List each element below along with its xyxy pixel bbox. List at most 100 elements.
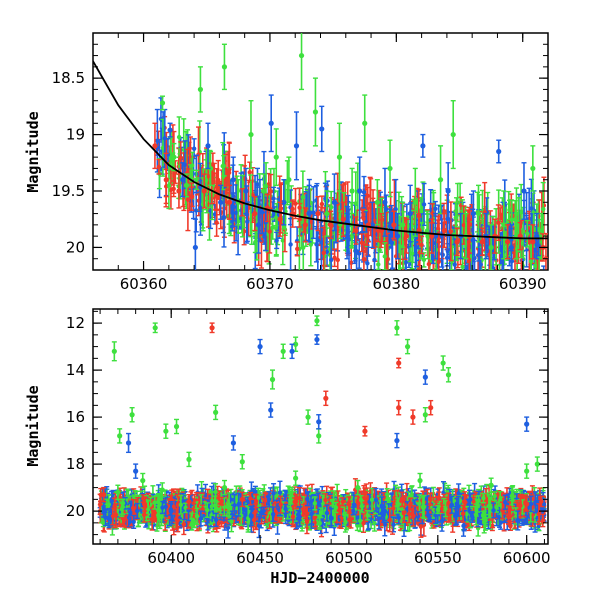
top-series-1-point-5: [230, 156, 236, 203]
top-cloud-point-538-marker: [155, 138, 160, 143]
top-series-2-point-15-marker: [340, 216, 346, 222]
top-cloud-point-593-marker: [448, 229, 454, 234]
top-series-0-point-17-marker: [374, 199, 380, 205]
top-series-1-point-10: [293, 111, 300, 181]
top-series-2-point-3: [188, 182, 195, 211]
top-cloud-point-609-marker: [409, 251, 415, 256]
top-cloud-point-657-marker: [166, 183, 172, 188]
top-cloud-point-678-marker: [525, 231, 530, 236]
top-series-0-point-29: [530, 145, 536, 192]
top-series-0-point-5: [221, 43, 228, 91]
top-series-2-point-26-marker: [479, 239, 485, 245]
top-series-0-point-8-marker: [261, 188, 267, 194]
top-cloud-point-520-marker: [361, 190, 367, 195]
top-cloud-point-664: [274, 231, 280, 250]
top-series-1-point-7: [255, 195, 262, 254]
top-series-2-point-12: [302, 207, 308, 243]
top-cloud-point-523-marker: [315, 237, 321, 243]
top-series-1-point-18: [394, 212, 401, 260]
top-series-1-point-28: [521, 162, 527, 220]
top-series-1-point-16-marker: [369, 222, 375, 228]
top-series-2-point-2: [176, 173, 182, 209]
top-ytick-label-3: 20: [66, 238, 85, 256]
top-cloud-point-581: [294, 241, 300, 257]
top-cloud-point-670: [162, 108, 168, 168]
top-series-2-point-17: [365, 207, 372, 243]
top-series-1-point-24-marker: [470, 210, 477, 217]
top-series-1-point-19-marker: [407, 210, 413, 217]
top-cloud-point-693-marker: [253, 239, 258, 245]
top-series-0-point-26: [488, 224, 494, 270]
top-series-1-point-20-marker: [420, 143, 426, 149]
top-series-0-point-5-marker: [221, 64, 228, 70]
top-series-0-point-10-marker: [286, 177, 292, 183]
top-cloud-point-680: [321, 226, 327, 270]
top-series-1-point-26: [496, 139, 502, 164]
top-series-2-point-8: [252, 195, 258, 232]
top-cloud-point-636-marker: [194, 177, 199, 182]
top-cloud-point-675: [496, 264, 502, 270]
top-cloud-point-652-marker: [499, 259, 505, 265]
top-cloud-point-699: [397, 215, 403, 270]
top-series-0-point-23: [450, 100, 456, 170]
top-series-2-point-26: [479, 227, 485, 257]
top-series-2-point-4: [201, 173, 207, 209]
top-cloud-point-610-marker: [463, 265, 469, 270]
top-series-1-point-15-marker: [357, 188, 363, 194]
top-series-2-point-20: [403, 218, 410, 254]
top-cloud-point-653-marker: [309, 219, 314, 225]
top-cloud-point-35: [292, 187, 298, 220]
top-series-1-point-10-marker: [293, 143, 300, 149]
top-data-marks: [152, 33, 548, 270]
top-series-2-point-14: [328, 210, 334, 240]
top-cloud-point-663-marker: [460, 264, 465, 270]
top-series-1-point-4-marker: [218, 199, 224, 205]
top-cloud-point-226-marker: [444, 255, 450, 260]
top-series-1-point-7-marker: [255, 222, 262, 228]
top-series-1-point-9-marker: [281, 199, 287, 205]
top-cloud-point-536: [335, 172, 341, 236]
top-series-1-point-29-marker: [534, 233, 540, 239]
top-series-0-point-3: [197, 66, 204, 113]
top-cloud-point-623-marker: [206, 173, 211, 179]
top-series-2-point-5: [214, 182, 220, 211]
top-cloud-point-621-marker: [308, 242, 314, 247]
top-cloud-point-476-marker: [214, 220, 219, 225]
top-cloud-point-581-marker: [295, 246, 300, 252]
top-cloud-point-665-marker: [416, 212, 421, 218]
top-series-0-point-22: [437, 145, 444, 215]
top-cloud-point-640-marker: [372, 257, 377, 263]
top-cloud-point-526-marker: [452, 262, 457, 267]
top-cloud-point-683: [156, 158, 162, 175]
top-series-1-point-11-marker: [306, 210, 312, 217]
top-cloud-point-564-marker: [540, 206, 546, 212]
top-axes: 60360 60370 60380 60390 18.5 19 19.5 20: [52, 32, 549, 293]
top-cloud-point-167: [247, 161, 253, 184]
top-series-1-point-1: [180, 162, 186, 198]
top-series-2-point-8-marker: [252, 210, 258, 217]
top-cloud-point-392-marker: [332, 255, 337, 260]
top-series-1-point-8: [268, 94, 274, 153]
top-series-1-point-3: [205, 122, 211, 170]
top-cloud-point-636: [193, 169, 199, 190]
top-cloud-point-602-marker: [361, 256, 367, 262]
top-cloud-point-349-marker: [288, 242, 293, 247]
top-series-0-point-3-marker: [197, 86, 204, 93]
top-series-0-point-10: [286, 156, 292, 203]
top-cloud-point-570-marker: [328, 205, 334, 210]
top-cloud-point-648-marker: [203, 178, 209, 183]
top-cloud-point-644-marker: [185, 197, 191, 202]
top-cloud-point-675-marker: [498, 269, 501, 270]
top-cloud-point-538: [154, 108, 160, 173]
top-cloud-point-611-marker: [436, 259, 441, 264]
top-cloud-point-664-marker: [274, 238, 279, 243]
top-cloud-point-486: [220, 141, 226, 191]
top-cloud-point-397: [318, 211, 324, 270]
top-cloud-point-406: [221, 186, 227, 248]
top-series-0-point-15-marker: [349, 188, 355, 194]
top-cloud-point-367: [432, 200, 438, 217]
top-cloud-point-683-marker: [156, 164, 162, 169]
top-cloud-point-691-marker: [245, 219, 250, 224]
top-series-1-point-17-marker: [382, 199, 388, 205]
